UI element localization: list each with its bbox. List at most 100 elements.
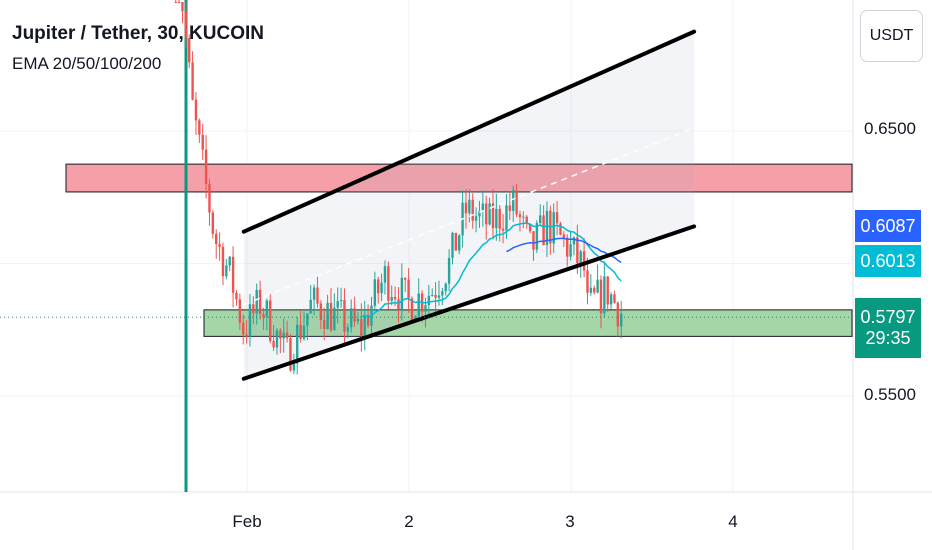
time-label-3: 3 xyxy=(565,512,575,531)
candle-body xyxy=(235,292,238,300)
candle-body xyxy=(255,289,258,314)
currency-unit-button[interactable]: USDT xyxy=(860,10,923,62)
candle-body xyxy=(265,300,269,318)
candle-body xyxy=(552,212,555,244)
candle-body xyxy=(319,303,323,320)
candle-body xyxy=(177,2,181,3)
candle-body xyxy=(545,210,549,246)
candle-body xyxy=(221,246,225,277)
candle-body xyxy=(285,332,289,339)
candle-body xyxy=(481,203,485,212)
candle-body xyxy=(555,212,559,224)
candle-body xyxy=(620,313,623,327)
candle-body xyxy=(228,256,231,266)
candle-body xyxy=(275,330,279,348)
channel-midline xyxy=(243,127,695,306)
candle-body xyxy=(471,199,474,221)
channel-lower-line xyxy=(241,224,697,381)
candle-body xyxy=(336,301,339,308)
candle-body xyxy=(363,314,366,336)
candle-body xyxy=(225,265,228,277)
candle-body xyxy=(417,293,420,317)
candle-body xyxy=(184,11,188,39)
price-zones xyxy=(65,163,853,337)
candle-body xyxy=(198,120,201,135)
candle-body xyxy=(323,319,326,330)
time-label-4: 4 xyxy=(728,512,738,531)
candle-body xyxy=(447,257,451,284)
candle-body xyxy=(211,212,215,234)
candle-body xyxy=(326,302,329,330)
candle-body xyxy=(296,324,299,364)
ema-lines xyxy=(361,222,622,318)
candle-body xyxy=(522,216,525,218)
ema-50-line xyxy=(506,237,622,264)
candle-body xyxy=(269,300,272,341)
candle-body xyxy=(515,190,518,215)
candle-body xyxy=(566,237,569,257)
candle-body xyxy=(424,305,427,312)
candle-body xyxy=(174,2,177,3)
candle-body xyxy=(188,38,191,63)
candle-body xyxy=(478,211,481,217)
candle-body xyxy=(569,244,572,257)
time-label-2: 2 xyxy=(404,512,414,531)
candle-body xyxy=(306,313,309,326)
candle-body xyxy=(458,235,461,251)
candle-body xyxy=(390,297,393,301)
candle-body xyxy=(535,223,539,250)
candle-body xyxy=(339,299,343,302)
ema-upper-badge: 0.6087 xyxy=(855,210,921,242)
candle-body xyxy=(373,279,377,306)
candle-body xyxy=(603,276,606,314)
candle-body xyxy=(242,322,245,335)
candle-body xyxy=(252,304,255,314)
candle-body xyxy=(505,205,508,231)
candle-body xyxy=(245,334,248,337)
candle-body xyxy=(512,190,515,212)
candle-body xyxy=(380,282,383,294)
channel-upper-line xyxy=(241,29,697,234)
candle-body xyxy=(559,223,562,235)
candle-body xyxy=(501,228,505,231)
support-zone xyxy=(203,309,853,337)
candle-body xyxy=(586,270,589,293)
candle-body xyxy=(279,330,282,339)
candle-body xyxy=(589,287,593,293)
candle-body xyxy=(572,237,576,245)
candle-body xyxy=(404,277,407,280)
price-tick-0650: 0.6500 xyxy=(864,119,916,138)
candle-body xyxy=(609,294,613,305)
channel-lines[interactable] xyxy=(241,29,697,381)
resistance-zone xyxy=(65,163,853,193)
bar-countdown: 29:35 xyxy=(865,328,911,348)
candle-body xyxy=(464,202,468,214)
indicator-label[interactable]: EMA 20/50/100/200 xyxy=(12,54,162,73)
candle-body xyxy=(451,232,454,258)
candle-body xyxy=(599,279,603,314)
candle-body xyxy=(393,297,397,300)
candle-body xyxy=(248,304,252,337)
candle-body xyxy=(329,302,333,331)
candle-body xyxy=(410,298,414,322)
candle-body xyxy=(397,299,400,310)
candle-body xyxy=(238,299,242,323)
candle-body xyxy=(377,279,380,294)
candle-body xyxy=(498,208,501,229)
candle-body xyxy=(181,2,184,12)
candle-body xyxy=(434,294,437,298)
candle-body xyxy=(444,283,447,292)
chart-legend: Jupiter / Tether, 30, KUCOIN EMA 20/50/1… xyxy=(12,22,264,76)
candle-body xyxy=(488,203,491,225)
candle-body xyxy=(353,308,356,322)
candle-body xyxy=(508,205,512,212)
candle-body xyxy=(485,203,488,225)
symbol-title[interactable]: Jupiter / Tether, 30, KUCOIN xyxy=(12,23,264,44)
candle-body xyxy=(208,184,211,213)
ema-lower-badge: 0.6013 xyxy=(855,245,921,277)
candle-body xyxy=(495,208,498,229)
candle-body xyxy=(427,295,431,306)
candle-body xyxy=(518,214,522,218)
candle-body xyxy=(441,291,444,296)
